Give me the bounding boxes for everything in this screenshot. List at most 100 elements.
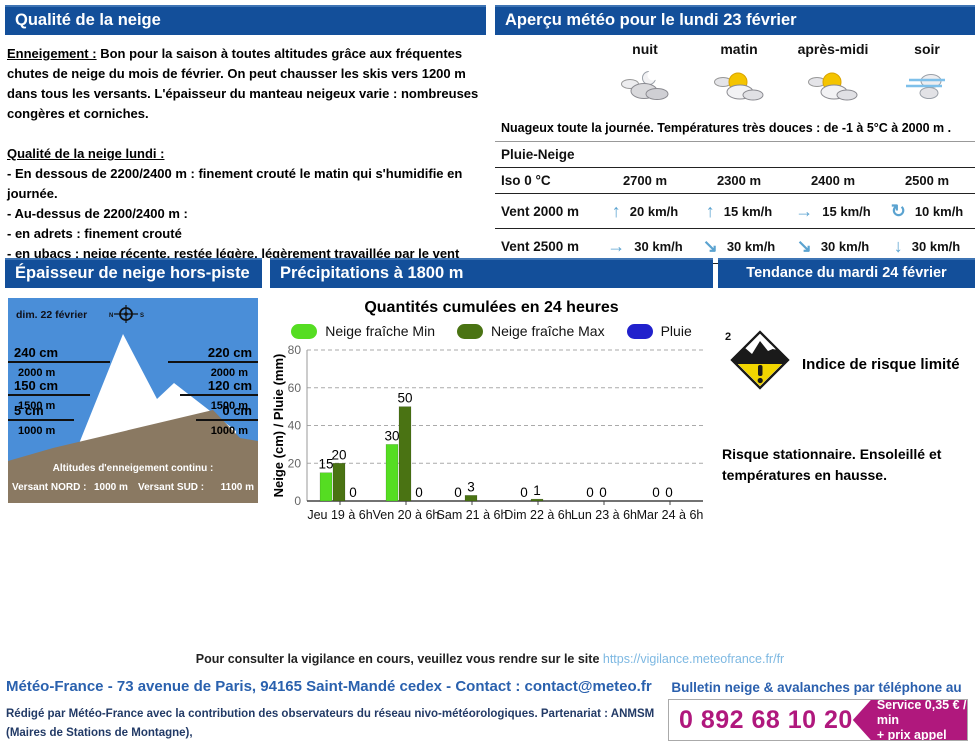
period-labels-row: nuit matin après-midi soir: [495, 41, 975, 57]
legend-item-max: Neige fraîche Max: [456, 323, 605, 339]
svg-text:60: 60: [288, 381, 302, 395]
wind-speed: 15 km/h: [822, 203, 871, 219]
svg-text:Mar 24 à 6h: Mar 24 à 6h: [637, 508, 704, 522]
depth-left-2000: 240 cm: [14, 345, 58, 360]
legend-label-min: Neige fraîche Min: [325, 323, 435, 339]
alt-left-2000: 2000 m: [18, 367, 56, 379]
period-icons-row: [495, 63, 975, 111]
wind-speed: 15 km/h: [723, 203, 773, 219]
fog-cloud-icon: [880, 63, 974, 111]
wind-arrow-down-right-icon: ↘: [702, 236, 718, 256]
alt-left-1000: 1000 m: [18, 425, 56, 437]
legend-swatch-max: [456, 323, 483, 339]
vigilance-line: Pour consulter la vigilance en cours, ve…: [0, 652, 980, 666]
trend-text: Risque stationnaire. Ensoleillé et tempé…: [722, 446, 942, 483]
svg-text:15: 15: [318, 457, 333, 472]
wind-arrow-up-icon: ↑: [705, 201, 715, 221]
legend-item-min: Neige fraîche Min: [291, 323, 435, 339]
panel-title-trend: Tendance du mardi 24 février: [718, 258, 975, 288]
svg-text:Dim 22 à 6h: Dim 22 à 6h: [504, 508, 571, 522]
row-label: Vent 2000 m: [501, 203, 580, 219]
panel-precipitation: Précipitations à 1800 m Quantités cumulé…: [270, 258, 713, 528]
versant-sud-label: Versant SUD :: [138, 482, 204, 493]
credits-text: Rédigé par Météo-France avec la contribu…: [6, 705, 666, 745]
svg-text:80: 80: [288, 343, 302, 357]
svg-text:Neige (cm) / Pluie (mm): Neige (cm) / Pluie (mm): [271, 354, 286, 498]
versant-sud-value: 1100 m: [221, 482, 254, 493]
versant-nord-label: Versant NORD :: [12, 482, 86, 493]
wind-arrow-up-icon: ↑: [611, 201, 621, 221]
phone-banner: 0 892 68 10 20 Service 0,35 € / min + pr…: [668, 699, 968, 741]
row-label: Iso 0 °C: [501, 173, 551, 188]
iso-value: 2400 m: [810, 173, 856, 188]
vigilance-link[interactable]: https://vigilance.meteofrance.fr/fr: [602, 652, 785, 666]
chart-legend: Neige fraîche Min Neige fraîche Max Plui…: [270, 322, 713, 340]
phone-service-line-2: + prix appel: [876, 727, 947, 742]
diagram-date: dim. 22 février: [16, 309, 87, 321]
legend-swatch-min: [291, 323, 318, 339]
iso-value: 2500 m: [904, 173, 950, 188]
enneigement-label: Enneigement :: [7, 46, 97, 61]
wind-speed: 20 km/h: [629, 203, 679, 219]
alt-right-1500: 1500 m: [211, 400, 249, 412]
svg-text:0: 0: [294, 494, 301, 508]
sun-cloud-icon: [692, 63, 786, 111]
alt-right-2000: 2000 m: [211, 367, 249, 379]
depth-right-2000: 220 cm: [208, 345, 252, 360]
svg-text:0: 0: [586, 485, 594, 500]
versant-nord-value: 1000 m: [94, 482, 128, 493]
svg-text:30: 30: [384, 428, 399, 443]
svg-text:0: 0: [454, 485, 462, 500]
panel-title-snow-quality: Qualité de la neige: [5, 5, 486, 35]
svg-text:S: S: [140, 313, 144, 319]
svg-text:0: 0: [520, 485, 528, 500]
wind-speed: 30 km/h: [820, 238, 870, 254]
risk-index-label: Indice de risque limité: [802, 356, 960, 373]
table-row-iso: Iso 0 °C 2700 m 2300 m 2400 m 2500 m: [495, 168, 975, 194]
depth-right-1000: 0 cm: [222, 403, 252, 418]
period-label-morning: matin: [720, 41, 758, 57]
phone-service-badge: Service 0,35 € / min + prix appel: [852, 697, 967, 742]
row-label: Vent 2500 m: [501, 238, 580, 254]
wind-speed: 30 km/h: [634, 238, 683, 254]
legend-label-max: Neige fraîche Max: [490, 323, 605, 339]
risk-level-number: 2: [725, 331, 731, 343]
weather-table: Pluie-Neige Iso 0 °C 2700 m 2300 m 2400 …: [495, 141, 975, 264]
sun-cloud-icon: [786, 63, 880, 111]
lundi-line: - Au-dessus de 2200/2400 m :: [7, 206, 188, 221]
snow-quality-text: Enneigement : Bon pour la saison à toute…: [5, 35, 486, 284]
weather-summary-text: Nuageux toute la journée. Températures t…: [501, 121, 952, 135]
svg-text:20: 20: [288, 456, 302, 470]
svg-text:Sam 21 à 6h: Sam 21 à 6h: [437, 508, 508, 522]
enneigement-text: Bon pour la saison à toutes altitudes gr…: [7, 46, 479, 121]
wind-arrow-down-icon: ↓: [893, 236, 903, 256]
svg-text:50: 50: [397, 391, 412, 406]
wind-arrow-right-icon: →: [795, 201, 814, 221]
wind-speed: 30 km/h: [726, 238, 776, 254]
iso-value: 2700 m: [622, 173, 668, 188]
svg-text:20: 20: [331, 447, 346, 462]
svg-text:Ven 20 à 6h: Ven 20 à 6h: [373, 508, 440, 522]
phone-bulletin-title: Bulletin neige & avalanches par téléphon…: [671, 680, 962, 695]
svg-text:3: 3: [467, 479, 475, 494]
legend-label-rain: Pluie: [660, 323, 692, 339]
phone-service-line-1: Service 0,35 € / min: [876, 697, 967, 727]
wind-speed: 10 km/h: [914, 203, 964, 219]
iso-value: 2300 m: [716, 173, 762, 188]
panel-snow-quality: Qualité de la neige Enneigement : Bon po…: [5, 5, 486, 284]
panel-title-weather-overview: Aperçu météo pour le lundi 23 février: [495, 5, 975, 35]
lundi-line: - en adrets : finement crouté: [7, 226, 182, 241]
depth-left-1000: 5 cm: [14, 403, 44, 418]
svg-text:40: 40: [288, 419, 302, 433]
alt-right-1000: 1000 m: [211, 425, 249, 437]
row-label: Pluie-Neige: [501, 147, 575, 162]
svg-text:1: 1: [533, 483, 541, 498]
avalanche-risk-icon: 2: [725, 330, 790, 390]
phone-number: 0 892 68 10 20: [679, 705, 853, 734]
svg-text:N: N: [109, 313, 113, 319]
panel-title-precipitation: Précipitations à 1800 m: [270, 258, 713, 288]
credits-line-1: Rédigé par Météo-France avec la contribu…: [6, 708, 655, 739]
period-label-night: nuit: [632, 41, 658, 57]
svg-text:0: 0: [652, 485, 660, 500]
